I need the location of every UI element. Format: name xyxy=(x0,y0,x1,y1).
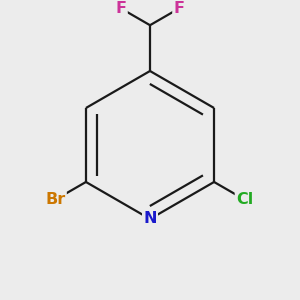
Text: F: F xyxy=(173,1,184,16)
Text: Br: Br xyxy=(45,192,65,207)
Text: Cl: Cl xyxy=(236,192,253,207)
Text: F: F xyxy=(116,1,127,16)
Text: N: N xyxy=(143,212,157,226)
